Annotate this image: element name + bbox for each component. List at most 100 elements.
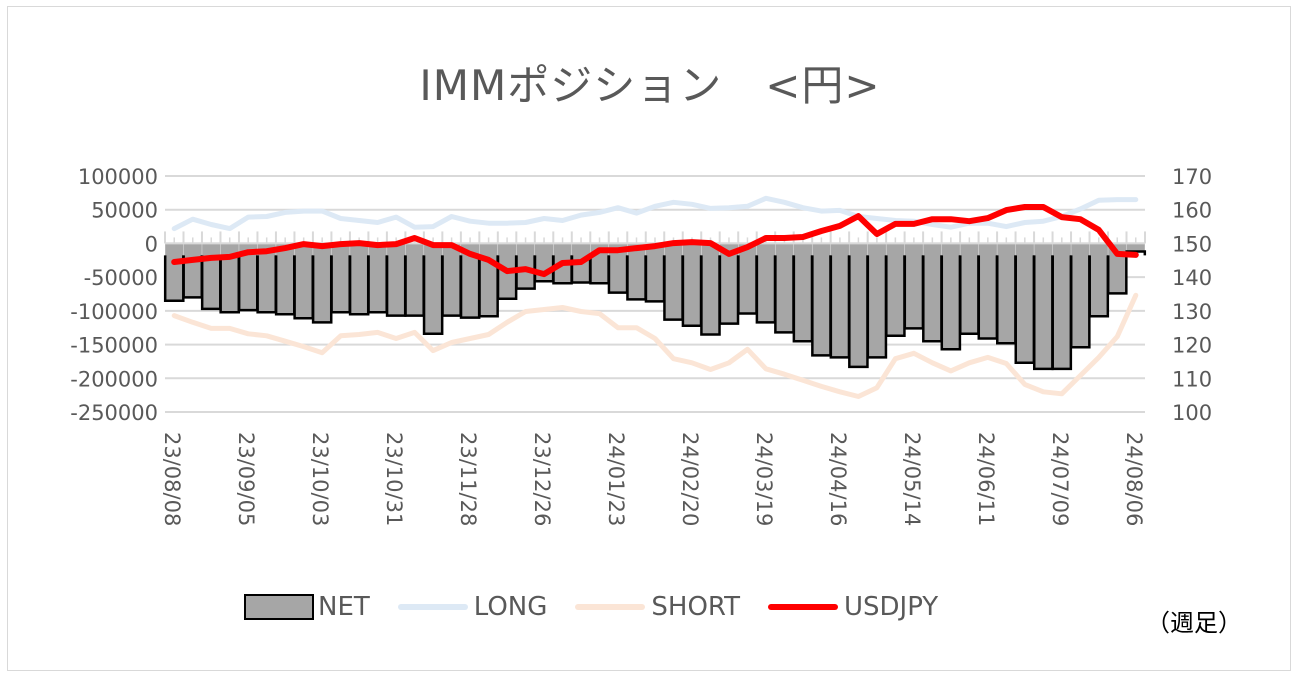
- right-axis-tick: 140: [1172, 266, 1212, 290]
- net-bar: [165, 243, 184, 301]
- left-axis-tick: 0: [145, 232, 158, 256]
- x-axis-tick-label: 24/02/20: [678, 432, 702, 526]
- usdjpy-line: [171, 204, 1139, 278]
- x-axis-tick-label: 24/06/11: [974, 432, 998, 526]
- net-bar: [941, 243, 960, 350]
- net-bar: [923, 243, 942, 342]
- net-bar: [1052, 243, 1071, 369]
- net-bar: [350, 243, 369, 315]
- net-bar: [682, 243, 702, 326]
- chart-title: IMMポジション <円>: [419, 61, 881, 110]
- x-axis-tick-label: 24/08/06: [1122, 432, 1146, 526]
- net-bar: [627, 243, 646, 300]
- net-bar: [608, 243, 628, 293]
- net-bar: [738, 243, 757, 314]
- net-bar: [1071, 243, 1090, 348]
- net-bar: [368, 243, 387, 313]
- left-axis-tick: -100000: [70, 300, 158, 324]
- net-bar: [461, 243, 480, 318]
- legend-item-net: NET: [244, 592, 370, 622]
- net-bar: [793, 243, 812, 342]
- legend-label-long: LONG: [473, 592, 548, 622]
- right-axis-labels: 170 160 150 140 130 120 110 100: [1172, 165, 1212, 425]
- net-bar: [294, 243, 313, 319]
- x-axis-labels: 23/08/08 23/09/05 23/10/03 23/10/31 23/11/28…: [160, 432, 1146, 526]
- net-bar: [424, 243, 443, 334]
- left-axis-tick: 100000: [78, 165, 158, 189]
- net-bar: [257, 243, 276, 313]
- net-bar: [276, 243, 295, 315]
- net-bar: [849, 243, 868, 367]
- x-axis-tick-label: 24/05/14: [900, 432, 924, 526]
- net-bar: [886, 243, 905, 336]
- right-axis-tick: 100: [1172, 401, 1212, 425]
- legend-label-short: SHORT: [651, 592, 740, 622]
- right-axis-tick: 110: [1172, 367, 1212, 391]
- left-axis-tick: -50000: [84, 266, 158, 290]
- net-bar: [701, 243, 720, 335]
- net-bars: [163, 243, 1147, 371]
- net-bar: [479, 243, 498, 317]
- net-bar: [664, 243, 683, 320]
- net-bar: [812, 243, 831, 356]
- net-bar-outline: [1106, 255, 1128, 295]
- legend-item-usdjpy: USDJPY: [767, 592, 939, 622]
- x-axis-tick-label: 23/10/03: [308, 432, 332, 526]
- net-swatch-icon: [244, 594, 314, 620]
- net-bar: [313, 243, 332, 323]
- net-bar: [1015, 243, 1034, 363]
- net-bar: [202, 243, 221, 309]
- right-axis-tick: 150: [1172, 232, 1212, 256]
- series-lines: [171, 195, 1139, 399]
- x-axis-tick-label: 23/11/28: [456, 432, 480, 526]
- x-axis-tick-label: 23/12/26: [530, 432, 554, 526]
- left-axis-tick: -150000: [70, 334, 158, 358]
- right-axis-tick: 120: [1172, 334, 1212, 358]
- x-axis-tick-label: 24/03/19: [752, 432, 776, 526]
- net-bar: [904, 243, 923, 329]
- net-bar: [1089, 243, 1108, 317]
- net-bar: [997, 243, 1016, 344]
- net-bar: [1034, 243, 1053, 369]
- net-bar: [405, 243, 424, 316]
- period-note: （週足）: [1146, 609, 1242, 637]
- net-bar: [756, 243, 776, 323]
- x-axis-tick-label: 23/09/05: [234, 432, 258, 526]
- net-bar: [830, 243, 849, 358]
- right-axis-tick: 160: [1172, 199, 1212, 223]
- net-bar: [183, 243, 202, 298]
- legend-item-long: LONG: [397, 592, 548, 622]
- net-bar: [1126, 243, 1145, 252]
- net-bar: [978, 243, 997, 339]
- net-bar: [239, 243, 258, 311]
- net-bar: [516, 243, 535, 289]
- net-bar: [387, 243, 406, 316]
- right-axis-tick: 170: [1172, 165, 1212, 189]
- net-bar: [645, 243, 665, 302]
- net-bar: [960, 243, 979, 334]
- x-axis-tick-label: 23/10/31: [382, 432, 406, 526]
- x-axis-tick-label: 24/07/09: [1048, 432, 1072, 526]
- legend: NET LONG SHORT USDJPY: [244, 592, 966, 622]
- legend-label-usdjpy: USDJPY: [843, 592, 939, 622]
- left-axis-labels: 100000 50000 0 -50000 -100000 -150000 -200000 -…: [70, 165, 158, 425]
- net-bar: [867, 243, 886, 358]
- x-axis-ticks: [164, 231, 1146, 245]
- net-bar: [331, 243, 350, 313]
- legend-item-short: SHORT: [575, 592, 740, 622]
- x-axis-tick-label: 23/08/08: [160, 432, 184, 526]
- net-bar: [775, 243, 794, 333]
- legend-label-net: NET: [318, 592, 370, 622]
- short-line: [171, 292, 1139, 399]
- x-axis-tick-label: 24/04/16: [826, 432, 850, 526]
- right-axis-tick: 130: [1172, 300, 1212, 324]
- left-axis-tick: 50000: [91, 199, 158, 223]
- short-swatch-icon: [575, 604, 646, 610]
- net-bar: [220, 243, 239, 313]
- left-axis-tick: -250000: [70, 401, 158, 425]
- net-bar: [442, 243, 461, 316]
- x-axis-tick-label: 24/01/23: [604, 432, 628, 526]
- left-axis-tick: -200000: [70, 367, 158, 391]
- usdjpy-swatch-icon: [767, 604, 838, 610]
